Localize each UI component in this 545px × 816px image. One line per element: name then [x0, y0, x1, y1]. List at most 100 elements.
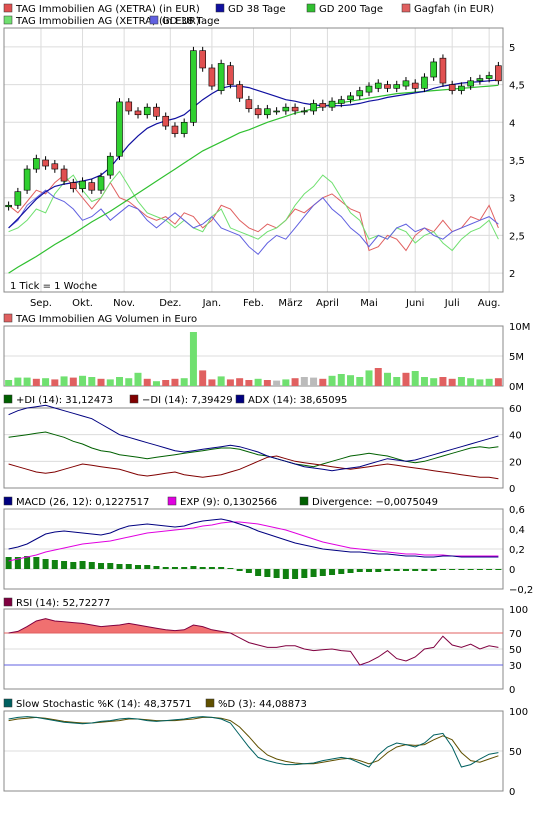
volume-bar — [282, 379, 290, 386]
candle-body — [458, 85, 465, 91]
candle-body — [180, 121, 188, 134]
candle-body — [125, 101, 133, 112]
volume-bar — [291, 378, 299, 386]
volume-bar — [23, 377, 31, 386]
candle-body — [208, 67, 216, 87]
legend-swatch — [129, 394, 139, 404]
divergence-bar — [98, 563, 105, 569]
volume-bar — [106, 379, 114, 386]
divergence-bar — [218, 567, 225, 569]
volume-bar — [180, 378, 188, 386]
y-tick-label: 100 — [509, 605, 528, 616]
divergence-bar — [14, 557, 21, 569]
gd200-line — [8, 84, 499, 274]
divergence-bar — [301, 569, 308, 578]
y-tick-label: 5M — [509, 352, 524, 363]
y-tick-label: 70 — [509, 629, 522, 640]
y-tick-label: 2,5 — [509, 231, 525, 242]
legend-label: ADX (14): 38,65095 — [248, 395, 347, 406]
dmi-panel-frame — [3, 407, 504, 489]
divergence-bar — [486, 569, 493, 570]
y-tick-label: 50 — [509, 645, 522, 656]
macd-line — [8, 518, 499, 558]
candle-body — [116, 101, 123, 157]
candle-body — [14, 191, 22, 206]
legend-swatch — [205, 698, 215, 708]
divergence-bar — [199, 567, 206, 569]
divergence-bar — [51, 560, 58, 569]
volume-bar — [485, 378, 493, 386]
y-tick-label: 0 — [509, 565, 515, 576]
divergence-bar — [116, 564, 123, 569]
candle-body — [328, 100, 336, 108]
volume-bar — [208, 379, 216, 386]
volume-bar — [457, 377, 465, 386]
legend-label: +DI (14): 31,12473 — [16, 395, 113, 406]
volume-bar — [300, 377, 308, 386]
candle-body — [485, 75, 493, 79]
divergence-bar — [495, 569, 502, 570]
legend-swatch — [3, 698, 13, 708]
stoch-panel-frame — [3, 710, 504, 792]
divergence-bar — [412, 569, 419, 571]
candle-body — [217, 63, 225, 91]
divergence-bar — [107, 563, 114, 569]
volume-bar — [411, 371, 419, 386]
legend-label: TAG Immobilien AG (XETRA) (in EUR) — [15, 4, 200, 15]
volume-bar — [328, 375, 336, 386]
legend-label: TAG Immobilien AG Volumen in Euro — [15, 314, 197, 325]
volume-bar — [5, 380, 13, 386]
rsi-overbought-fill — [8, 618, 499, 633]
plus-di-line — [8, 431, 499, 468]
candle-body — [421, 76, 428, 89]
legend-swatch — [299, 496, 309, 506]
candle-body — [384, 84, 391, 89]
rsi-line — [8, 618, 499, 666]
volume-bar — [439, 377, 447, 386]
divergence-bar — [384, 569, 391, 571]
y-tick-label: 0M — [509, 382, 524, 393]
candle-body — [199, 50, 206, 69]
divergence-bar — [88, 562, 95, 569]
volume-panel-frame — [3, 325, 504, 387]
volume-bar — [79, 375, 87, 386]
volume-bar — [347, 375, 355, 386]
divergence-bar — [171, 567, 178, 569]
candle-body — [301, 110, 308, 113]
legend-swatch — [3, 3, 13, 13]
volume-bar — [374, 368, 382, 386]
y-tick-label: 0 — [509, 685, 515, 696]
candle-body — [153, 106, 160, 117]
y-tick-label: 40 — [509, 431, 522, 442]
divergence-bar — [42, 559, 49, 569]
legend-swatch — [215, 3, 225, 13]
legend-label: %D (3): 44,08873 — [218, 699, 307, 710]
legend-swatch — [3, 496, 13, 506]
divergence-bar — [366, 569, 373, 572]
y-tick-label: 3 — [509, 194, 515, 205]
candle-body — [79, 180, 86, 189]
x-tick-label: Dez. — [159, 298, 181, 309]
divergence-bar — [282, 569, 289, 579]
volume-bar — [226, 379, 234, 386]
volume-bar — [420, 377, 428, 386]
volume-bar — [383, 372, 391, 386]
x-tick-label: Juni — [405, 298, 424, 309]
volume-bar — [116, 377, 124, 386]
volume-bar — [319, 378, 327, 386]
legend-swatch — [3, 313, 13, 323]
candle-body — [42, 159, 49, 167]
price-panel-frame — [3, 27, 504, 293]
legend-label: GD 38 Tage — [228, 4, 286, 15]
candle-body — [282, 106, 290, 112]
macd-panel-frame — [3, 508, 504, 590]
volume-bar — [263, 380, 271, 386]
y-tick-label: 0 — [509, 787, 515, 798]
volume-bar — [134, 372, 142, 386]
y-tick-label: 4 — [509, 118, 515, 129]
volume-bar — [448, 378, 456, 386]
divergence-bar — [134, 565, 141, 569]
legend-label: Slow Stochastic %K (14): 48,37571 — [16, 699, 192, 710]
candle-body — [347, 95, 354, 100]
